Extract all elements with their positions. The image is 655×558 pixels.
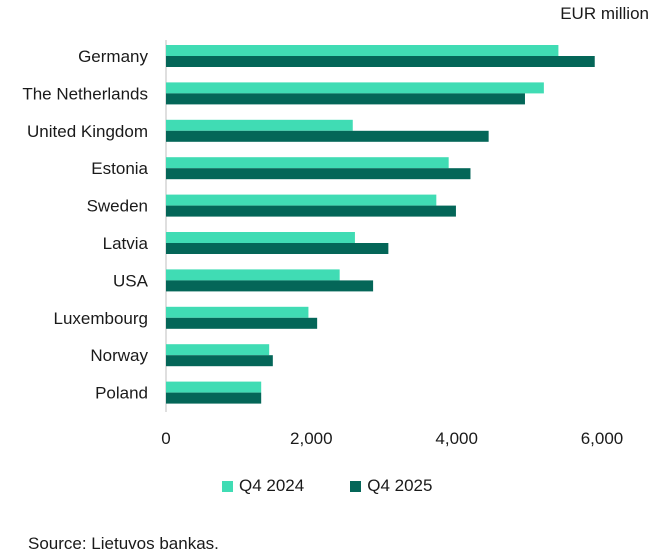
bar-germany-q4-2025 bbox=[166, 56, 595, 67]
x-tick-label: 0 bbox=[161, 429, 170, 448]
bar-poland-q4-2024 bbox=[166, 381, 262, 393]
bar-sweden-q4-2025 bbox=[166, 205, 456, 217]
bar-chart: Germany The Netherlands United Kingdom Esto… bbox=[22, 40, 624, 448]
bar-germany-q4-2024 bbox=[166, 45, 559, 56]
category-label: The Netherlands bbox=[22, 84, 148, 103]
category-label: Norway bbox=[90, 346, 148, 365]
bar-latvia-q4-2025 bbox=[166, 243, 389, 254]
x-tick-label: 6,000 bbox=[581, 429, 624, 448]
bar-united-kingdom-q4-2025 bbox=[166, 130, 489, 142]
bar-norway-q4-2025 bbox=[166, 355, 273, 367]
legend: Q4 2024 Q4 2025 bbox=[222, 476, 478, 496]
category-label: United Kingdom bbox=[27, 122, 148, 141]
category-label: Germany bbox=[78, 47, 148, 66]
x-tick-label: 4,000 bbox=[435, 429, 478, 448]
bar-luxembourg-q4-2025 bbox=[166, 317, 318, 329]
legend-label-q4-2025: Q4 2025 bbox=[367, 476, 433, 495]
bar-luxembourg-q4-2024 bbox=[166, 306, 309, 318]
category-label: Luxembourg bbox=[53, 309, 148, 328]
bar-usa-q4-2024 bbox=[166, 269, 340, 281]
bar-estonia-q4-2025 bbox=[166, 168, 471, 180]
category-label: Estonia bbox=[91, 159, 148, 178]
legend-item-q4-2024: Q4 2024 bbox=[222, 476, 304, 496]
bar-the-netherlands-q4-2024 bbox=[166, 82, 544, 94]
bar-the-netherlands-q4-2025 bbox=[166, 93, 525, 105]
bar-norway-q4-2024 bbox=[166, 344, 270, 356]
legend-label-q4-2024: Q4 2024 bbox=[239, 476, 305, 495]
legend-swatch-q4-2024 bbox=[222, 480, 233, 492]
unit-label: EUR million bbox=[560, 4, 649, 23]
bar-united-kingdom-q4-2024 bbox=[166, 119, 353, 131]
category-label: USA bbox=[113, 271, 149, 290]
x-tick-label: 2,000 bbox=[290, 429, 333, 448]
legend-item-q4-2025: Q4 2025 bbox=[350, 476, 432, 496]
bar-latvia-q4-2024 bbox=[166, 232, 355, 243]
bar-usa-q4-2025 bbox=[166, 280, 374, 292]
bar-sweden-q4-2024 bbox=[166, 194, 437, 206]
category-label: Poland bbox=[95, 384, 148, 403]
category-label: Latvia bbox=[103, 234, 149, 253]
category-label: Sweden bbox=[87, 197, 148, 216]
legend-swatch-q4-2025 bbox=[350, 480, 362, 492]
source-note: Source: Lietuvos bankas. bbox=[28, 534, 219, 553]
bar-estonia-q4-2024 bbox=[166, 157, 449, 169]
bar-poland-q4-2025 bbox=[166, 392, 262, 404]
